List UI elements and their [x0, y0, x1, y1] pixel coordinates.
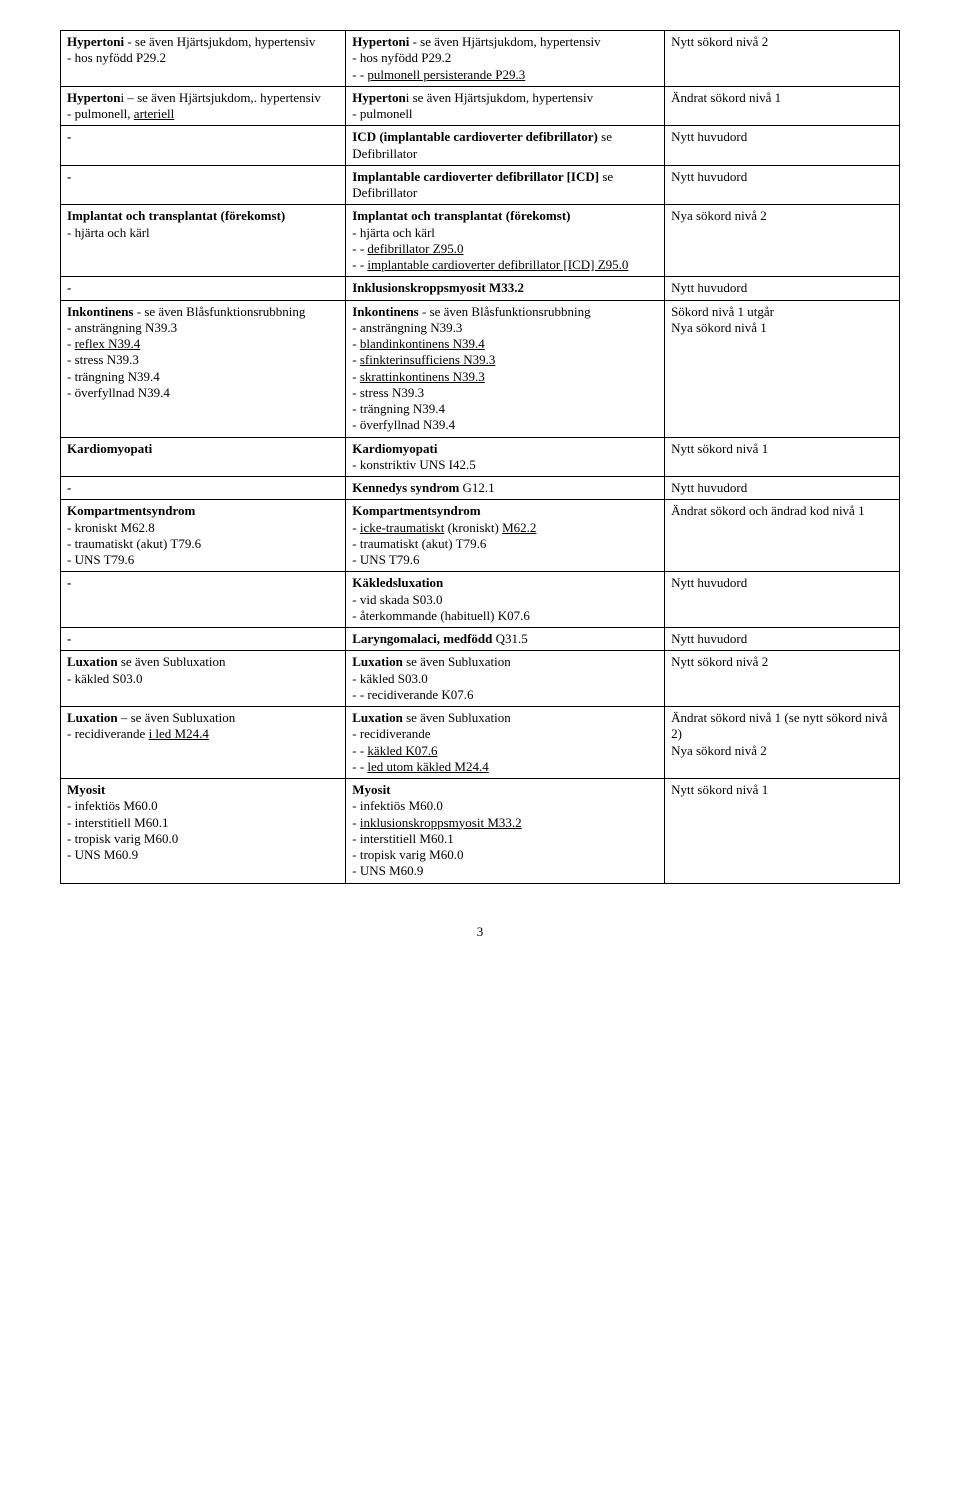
table-cell: Nytt sökord nivå 1	[665, 437, 900, 477]
table-cell: Myosit- infektiös M60.0- interstitiell M…	[61, 779, 346, 884]
table-cell: Nytt huvudord	[665, 572, 900, 628]
table-cell: -	[61, 277, 346, 300]
table-cell: Ändrat sökord nivå 1	[665, 86, 900, 126]
table-cell: Implantable cardioverter defibrillator […	[346, 165, 665, 205]
table-cell: Nya sökord nivå 2	[665, 205, 900, 277]
table-row: -Implantable cardioverter defibrillator …	[61, 165, 900, 205]
table-cell: Laryngomalaci, medfödd Q31.5	[346, 628, 665, 651]
table-cell: -	[61, 628, 346, 651]
table-cell: Nytt sökord nivå 2	[665, 31, 900, 87]
table-cell: Nytt huvudord	[665, 126, 900, 166]
table-cell: Implantat och transplantat (förekomst)- …	[61, 205, 346, 277]
table-cell: Ändrat sökord och ändrad kod nivå 1	[665, 500, 900, 572]
table-cell: Myosit- infektiös M60.0- inklusionskropp…	[346, 779, 665, 884]
table-cell: Sökord nivå 1 utgårNya sökord nivå 1	[665, 300, 900, 437]
table-cell: Luxation se även Subluxation- recidivera…	[346, 707, 665, 779]
table-cell: Kennedys syndrom G12.1	[346, 477, 665, 500]
table-cell: -	[61, 572, 346, 628]
table-cell: Nytt huvudord	[665, 477, 900, 500]
table-cell: Nytt huvudord	[665, 628, 900, 651]
table-row: Hypertoni – se även Hjärtsjukdom,. hyper…	[61, 86, 900, 126]
table-row: Luxation – se även Subluxation- recidive…	[61, 707, 900, 779]
table-cell: Luxation se även Subluxation- käkled S03…	[61, 651, 346, 707]
table-cell: -	[61, 165, 346, 205]
table-cell: Kardiomyopati- konstriktiv UNS I42.5	[346, 437, 665, 477]
table-cell: Nytt huvudord	[665, 165, 900, 205]
table-cell: ICD (implantable cardioverter defibrilla…	[346, 126, 665, 166]
table-row: Luxation se även Subluxation- käkled S03…	[61, 651, 900, 707]
table-cell: Kompartmentsyndrom- kroniskt M62.8- trau…	[61, 500, 346, 572]
table-row: -Käkledsluxation- vid skada S03.0- återk…	[61, 572, 900, 628]
comparison-table: Hypertoni - se även Hjärtsjukdom, hypert…	[60, 30, 900, 884]
table-row: -ICD (implantable cardioverter defibrill…	[61, 126, 900, 166]
table-cell: Implantat och transplantat (förekomst)- …	[346, 205, 665, 277]
table-row: Hypertoni - se även Hjärtsjukdom, hypert…	[61, 31, 900, 87]
table-cell: Hypertoni - se även Hjärtsjukdom, hypert…	[346, 31, 665, 87]
table-row: Implantat och transplantat (förekomst)- …	[61, 205, 900, 277]
table-row: -Inklusionskroppsmyosit M33.2Nytt huvudo…	[61, 277, 900, 300]
table-cell: Kardiomyopati	[61, 437, 346, 477]
table-cell: Nytt huvudord	[665, 277, 900, 300]
table-cell: Ändrat sökord nivå 1 (se nytt sökord niv…	[665, 707, 900, 779]
table-row: KardiomyopatiKardiomyopati- konstriktiv …	[61, 437, 900, 477]
table-cell: Luxation – se även Subluxation- recidive…	[61, 707, 346, 779]
table-cell: Käkledsluxation- vid skada S03.0- återko…	[346, 572, 665, 628]
table-cell: Hypertoni - se även Hjärtsjukdom, hypert…	[61, 31, 346, 87]
table-cell: Hypertoni – se även Hjärtsjukdom,. hyper…	[61, 86, 346, 126]
table-row: -Laryngomalaci, medfödd Q31.5Nytt huvudo…	[61, 628, 900, 651]
table-cell: Inkontinens - se även Blåsfunktionsrubbn…	[346, 300, 665, 437]
table-cell: Luxation se även Subluxation- käkled S03…	[346, 651, 665, 707]
table-row: Kompartmentsyndrom- kroniskt M62.8- trau…	[61, 500, 900, 572]
page-number: 3	[60, 924, 900, 940]
table-cell: Kompartmentsyndrom- icke-traumatiskt (kr…	[346, 500, 665, 572]
table-cell: Nytt sökord nivå 2	[665, 651, 900, 707]
table-cell: Hypertoni se även Hjärtsjukdom, hyperten…	[346, 86, 665, 126]
table-cell: -	[61, 477, 346, 500]
table-cell: Inklusionskroppsmyosit M33.2	[346, 277, 665, 300]
table-row: Inkontinens - se även Blåsfunktionsrubbn…	[61, 300, 900, 437]
table-cell: Nytt sökord nivå 1	[665, 779, 900, 884]
table-row: -Kennedys syndrom G12.1Nytt huvudord	[61, 477, 900, 500]
table-row: Myosit- infektiös M60.0- interstitiell M…	[61, 779, 900, 884]
table-cell: -	[61, 126, 346, 166]
table-cell: Inkontinens - se även Blåsfunktionsrubbn…	[61, 300, 346, 437]
